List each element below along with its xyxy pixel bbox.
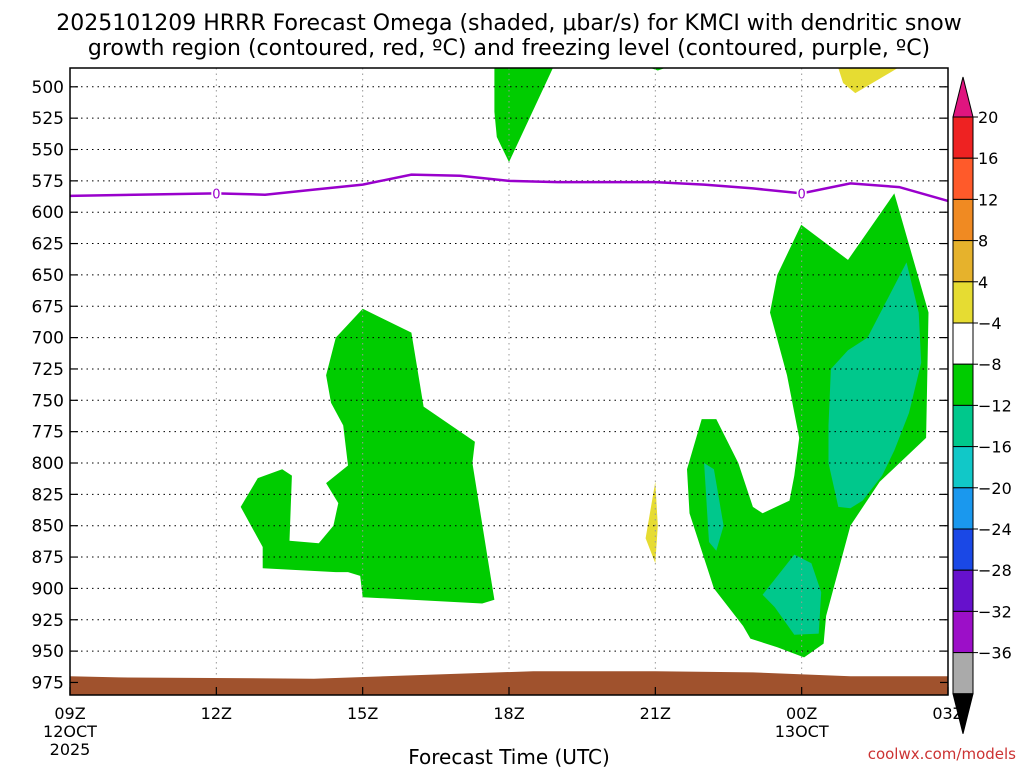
- y-tick-label-725: 725: [32, 360, 64, 380]
- colorbar-label-1: 16: [978, 149, 998, 168]
- colorbar-label-13: −36: [978, 644, 1012, 663]
- omega-region-7: [762, 554, 822, 635]
- x-tick-label-0: 09Z: [54, 704, 85, 723]
- colorbar-band-3: [952, 240, 974, 283]
- y-tick-label-525: 525: [32, 109, 64, 129]
- chart-title-line1: 2025101209 HRRR Forecast Omega (shaded, …: [56, 11, 961, 36]
- y-tick-label-775: 775: [32, 423, 64, 443]
- omega-region-2: [838, 68, 898, 94]
- x-tick-year-0: 2025: [50, 740, 91, 759]
- terrain-layer: [70, 671, 948, 695]
- grid-lines: [70, 68, 948, 695]
- freezing-label-3: 0: [212, 187, 220, 202]
- omega-shaded-regions: [240, 68, 929, 658]
- y-tick-label-600: 600: [32, 203, 64, 223]
- y-tick-label-650: 650: [32, 266, 64, 286]
- x-tick-label-6: 15Z: [347, 704, 378, 723]
- colorbar-label-6: −8: [978, 355, 1002, 374]
- x-axis-label: Forecast Time (UTC): [408, 745, 610, 768]
- y-tick-label-875: 875: [32, 548, 64, 568]
- omega-region-5: [828, 262, 922, 509]
- y-tick-label-975: 975: [32, 673, 64, 693]
- omega-region-4: [687, 193, 929, 658]
- colorbar-label-2: 12: [978, 190, 998, 209]
- colorbar-band-9: [952, 487, 974, 530]
- x-tick-label-12: 21Z: [640, 704, 671, 723]
- chart-title-line2: growth region (contoured, red, ºC) and f…: [88, 36, 930, 61]
- y-tick-label-950: 950: [32, 642, 64, 662]
- y-tick-label-575: 575: [32, 172, 64, 192]
- y-tick-label-900: 900: [32, 579, 64, 599]
- y-tick-label-675: 675: [32, 297, 64, 317]
- x-tick-label-9: 18Z: [493, 704, 524, 723]
- colorbar-band-10: [952, 528, 974, 571]
- colorbar-top-triangle: [952, 76, 974, 118]
- colorbar-band-1: [952, 157, 974, 200]
- y-tick-label-850: 850: [32, 517, 64, 537]
- x-tick-sublabel-0: 12OCT: [43, 722, 97, 741]
- y-tick-label-550: 550: [32, 141, 64, 161]
- colorbar-band-12: [952, 610, 974, 654]
- colorbar-band-8: [952, 446, 974, 489]
- colorbar-band-7: [952, 404, 974, 448]
- colorbar-label-3: 8: [978, 232, 988, 251]
- colorbar-band-13: [952, 652, 974, 695]
- freezing-label-15: 0: [798, 187, 806, 202]
- omega-region-8: [645, 481, 658, 564]
- y-tick-label-700: 700: [32, 329, 64, 349]
- colorbar-label-0: 20: [978, 108, 998, 127]
- y-tick-label-625: 625: [32, 235, 64, 255]
- colorbar-label-11: −28: [978, 561, 1012, 580]
- x-tick-label-18: 03Z: [932, 704, 963, 723]
- omega-region-3: [240, 308, 495, 604]
- colorbar-band-5: [952, 322, 974, 365]
- watermark: coolwx.com/models: [868, 745, 1016, 763]
- x-tick-label-15: 00Z: [786, 704, 817, 723]
- colorbar-label-7: −12: [978, 396, 1012, 415]
- colorbar-band-6: [952, 363, 974, 406]
- colorbar-band-2: [952, 198, 974, 242]
- colorbar-label-9: −20: [978, 479, 1012, 498]
- y-tick-label-500: 500: [32, 78, 64, 98]
- x-tick-sublabel-15: 13OCT: [775, 722, 829, 741]
- y-tick-label-750: 750: [32, 391, 64, 411]
- colorbar-label-8: −16: [978, 438, 1012, 457]
- freezing-label-bg-15: [796, 186, 807, 200]
- terrain-fill: [70, 671, 948, 695]
- colorbar-label-12: −32: [978, 602, 1012, 621]
- colorbar-band-0: [952, 116, 974, 159]
- y-tick-label-800: 800: [32, 454, 64, 474]
- y-axis: 500 525 550 575 600 625 650 675 700 725 750 775 800 8…: [32, 78, 948, 693]
- freezing-level-line: [69, 173, 949, 203]
- colorbar-band-11: [952, 569, 974, 612]
- omega-region-0: [494, 68, 553, 163]
- x-tick-label-3: 12Z: [201, 704, 232, 723]
- colorbar-label-4: 4: [978, 273, 988, 292]
- freezing-label-bg-3: [211, 186, 222, 200]
- y-tick-label-825: 825: [32, 485, 64, 505]
- colorbar: 20 16 12 8 4 −4 −8 −12 −16 −20 −24 −28 −32 −36: [952, 76, 1012, 734]
- colorbar-label-10: −24: [978, 520, 1012, 539]
- omega-region-6: [704, 463, 724, 551]
- colorbar-band-4: [952, 281, 974, 324]
- colorbar-bottom-triangle: [952, 693, 974, 734]
- y-tick-label-925: 925: [32, 611, 64, 631]
- colorbar-label-5: −4: [978, 314, 1002, 333]
